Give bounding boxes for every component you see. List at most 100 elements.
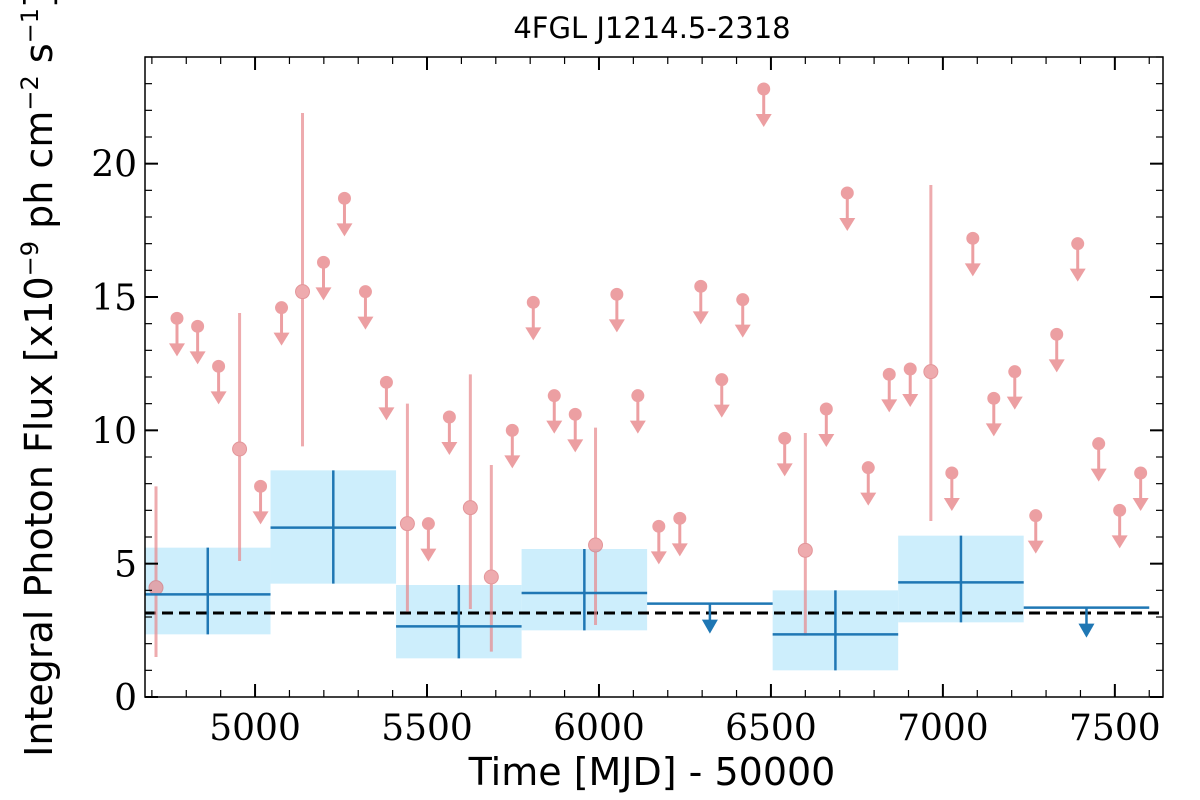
long-bin-upper-limit [647, 602, 773, 634]
short-bin-upper-limit [985, 391, 1002, 437]
upper-limit-arrow [713, 404, 730, 418]
upper-limit-marker [694, 279, 708, 293]
short-bin-upper-limit [504, 423, 521, 469]
upper-limit-marker [337, 191, 351, 205]
upper-limit-marker [1029, 509, 1043, 523]
short-bin-upper-limit [755, 82, 772, 127]
short-bin-upper-limit [776, 431, 793, 477]
y-axis-label-exp2: −2 [16, 75, 44, 110]
short-bin-upper-limit [881, 367, 898, 413]
short-bin-upper-limit [964, 231, 981, 277]
upper-limit-marker [421, 517, 435, 531]
long-bin-detection [145, 547, 271, 635]
y-axis-label: Integral Photon Flux [x10−9 ph cm−2 s−1] [16, 0, 61, 757]
upper-limit-arrow [1048, 359, 1065, 373]
upper-limit-arrow [608, 319, 625, 333]
upper-limit-arrow [734, 324, 751, 338]
upper-limit-marker [379, 375, 393, 389]
upper-limit-arrow [1069, 268, 1086, 282]
y-tick-label: 5 [114, 545, 137, 586]
axes-frame: 5000 5500 6000 6500 7000 7500 0 5 10 15 20 [91, 56, 1164, 749]
x-tick-label: 5500 [381, 708, 473, 749]
upper-limit-arrow [818, 434, 835, 447]
short-bin-upper-limit [315, 255, 332, 301]
y-tick-label: 0 [114, 678, 137, 719]
short-bin-upper-limit [1090, 437, 1107, 482]
upper-limit-marker [1134, 466, 1148, 480]
upper-limit-arrow [943, 498, 960, 511]
short-bin-detection [232, 313, 248, 561]
upper-limit-arrow [504, 455, 521, 469]
short-bin-upper-limit [168, 311, 185, 357]
upper-limit-arrow [273, 332, 290, 346]
y-tick-label: 15 [91, 278, 137, 319]
upper-limit-arrow [315, 287, 332, 301]
upper-limit-arrow [357, 316, 374, 330]
upper-limit-arrow [441, 442, 458, 455]
upper-limit-marker [819, 402, 833, 416]
upper-limit-arrow [964, 263, 981, 277]
short-bin-upper-limit [1132, 466, 1149, 511]
x-axis-label: Time [MJD] - 50000 [468, 750, 836, 794]
upper-limit-arrow [1090, 468, 1107, 482]
short-bin-point [797, 542, 813, 558]
upper-limit-arrow [1132, 498, 1149, 511]
upper-limit-arrow [776, 463, 793, 477]
x-tick-label: 5000 [209, 708, 301, 749]
upper-limit-marker [254, 479, 268, 493]
x-tick-label: 7000 [897, 708, 989, 749]
y-axis-label-end: ] [17, 0, 61, 8]
short-bin-detection [399, 403, 415, 612]
upper-limit-marker [945, 466, 959, 480]
short-bin-layer [148, 82, 1149, 657]
long-bin-layer [145, 470, 1150, 671]
short-bin-upper-limit [1027, 509, 1044, 554]
short-bin-upper-limit [629, 389, 646, 434]
short-bin-point [923, 364, 939, 380]
short-bin-upper-limit [943, 466, 960, 511]
chart-title: 4FGL J1214.5-2318 [513, 11, 790, 45]
short-bin-point [232, 441, 248, 457]
upper-limit-arrow [210, 391, 227, 405]
long-bin-detection [521, 549, 648, 631]
upper-limit-arrow [1111, 535, 1128, 549]
short-bin-upper-limit [860, 461, 877, 506]
upper-limit-marker [903, 362, 917, 376]
short-bin-point [399, 516, 415, 532]
short-bin-upper-limit [818, 402, 835, 447]
upper-limit-arrow [336, 223, 353, 237]
long-bin-ul-arrow [701, 619, 718, 634]
short-bin-upper-limit [713, 373, 730, 418]
upper-limit-arrow [420, 548, 437, 562]
x-tick-label: 6500 [725, 708, 817, 749]
upper-limit-marker [1050, 327, 1064, 341]
short-bin-upper-limit [902, 362, 919, 407]
upper-limit-arrow [860, 492, 877, 506]
short-bin-detection [295, 113, 311, 447]
upper-limit-marker [882, 367, 896, 381]
y-axis-label-exp3: −1 [16, 8, 44, 43]
short-bin-point [483, 569, 499, 585]
upper-limit-arrow [252, 511, 269, 525]
upper-limit-marker [212, 359, 226, 373]
upper-limit-marker [547, 389, 561, 403]
short-bin-upper-limit [692, 279, 709, 325]
long-bin-detection [898, 535, 1024, 623]
upper-limit-arrow [1006, 396, 1023, 410]
upper-limit-marker [652, 519, 666, 533]
upper-limit-marker [358, 285, 372, 299]
y-axis-label-mid2: s [17, 43, 61, 75]
short-bin-upper-limit [839, 186, 856, 231]
upper-limit-arrow [546, 420, 563, 434]
upper-limit-marker [1113, 503, 1127, 517]
short-bin-upper-limit [1069, 237, 1086, 282]
short-bin-upper-limit [671, 511, 688, 557]
upper-limit-marker [1071, 237, 1085, 251]
upper-limit-marker [442, 410, 456, 424]
upper-limit-arrow [189, 351, 206, 365]
upper-limit-arrow [692, 311, 709, 325]
long-bin-upper-limit [1023, 606, 1150, 638]
upper-limit-marker [568, 407, 582, 421]
y-tick-label: 10 [91, 411, 137, 452]
upper-limit-marker [840, 186, 854, 200]
